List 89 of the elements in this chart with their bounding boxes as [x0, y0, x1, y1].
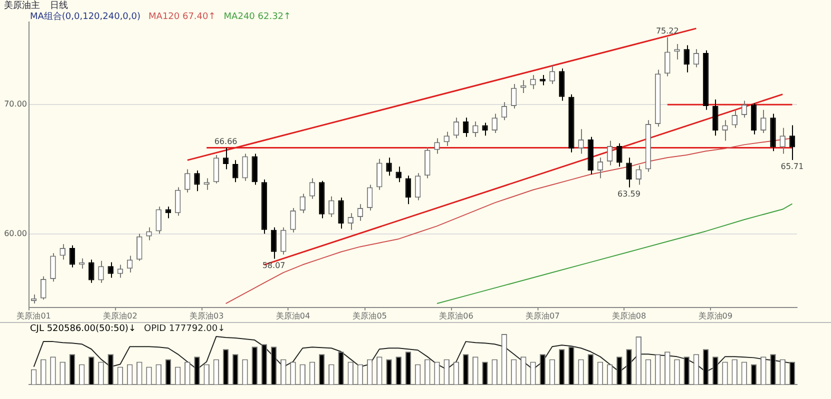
candlestick — [549, 65, 556, 84]
x-tick-label: 美原油03 — [190, 311, 224, 320]
candlestick — [280, 226, 286, 255]
candlestick — [174, 186, 181, 216]
y-tick-label: 70.00 — [4, 100, 27, 109]
candlestick — [213, 154, 220, 184]
legend-title: MA组合(0,0,120,240,0,0) — [30, 12, 141, 22]
annotation: 75.22 — [656, 26, 679, 36]
x-tick-label: 美原油08 — [612, 311, 646, 320]
candlestick — [558, 68, 565, 102]
candlestick — [242, 153, 248, 182]
annotation: 66.66 — [214, 136, 238, 146]
candlestick — [664, 36, 670, 77]
text: CJL 520586.00(50:50)↓ — [30, 324, 136, 334]
candlestick — [108, 262, 114, 278]
candlestick — [780, 127, 786, 154]
y-tick-label: 60.00 — [4, 228, 27, 238]
candlestick — [194, 170, 200, 192]
candlestick — [126, 255, 133, 274]
text: MA240 62.32↑ — [224, 12, 292, 22]
candlestick — [300, 193, 306, 214]
x-tick-label: 美原油02 — [103, 311, 138, 320]
candlestick — [530, 74, 536, 90]
candlestick — [290, 207, 296, 233]
candlestick — [760, 109, 766, 134]
candlestick — [712, 98, 718, 136]
candlestick — [616, 142, 622, 168]
candlestick — [78, 258, 85, 270]
candlestick — [98, 260, 104, 284]
candlestick — [338, 197, 344, 230]
annotation: 63.59 — [618, 190, 640, 199]
candlestick — [424, 146, 430, 179]
candlestick — [693, 48, 700, 68]
candlestick — [597, 157, 604, 179]
candlestick — [482, 122, 488, 136]
candlestick — [789, 124, 796, 161]
candlestick — [578, 128, 584, 154]
series-label: OPID 177792.00↓ — [144, 324, 226, 334]
candlestick — [453, 117, 460, 139]
candlestick — [732, 109, 738, 128]
candlestick — [492, 113, 498, 134]
x-tick-label: 美原油06 — [439, 311, 474, 320]
x-tick-label: 美原油07 — [526, 311, 560, 320]
x-tick-label: 美原油01 — [16, 311, 51, 320]
candlestick — [60, 244, 66, 260]
candlestick — [328, 196, 334, 218]
candlestick — [69, 244, 76, 268]
candlestick — [741, 100, 748, 118]
candlestick — [396, 166, 402, 183]
candlestick — [434, 138, 440, 154]
candlestick — [376, 158, 382, 190]
candlestick — [348, 212, 354, 230]
candlestick — [606, 140, 613, 166]
chart-subtitle: 日线 — [50, 1, 68, 11]
candlestick — [232, 160, 238, 183]
candlestick — [366, 184, 373, 212]
candlestick — [309, 178, 316, 200]
candlestick — [510, 83, 517, 110]
candlestick — [722, 120, 728, 142]
text: MA120 67.40↑ — [148, 12, 216, 22]
candlestick — [156, 206, 162, 234]
candlestick — [386, 157, 392, 176]
candlestick — [222, 147, 229, 170]
x-tick-label: 美原油09 — [698, 311, 732, 320]
candlestick — [357, 204, 364, 222]
candlestick — [472, 120, 478, 138]
x-tick-label: 美原油04 — [276, 311, 310, 320]
candlestick — [40, 276, 46, 300]
candlestick — [146, 226, 152, 241]
candlestick — [636, 164, 642, 186]
candlestick — [626, 157, 632, 188]
candlestick — [462, 117, 469, 138]
candlestick — [270, 226, 277, 260]
candlestick — [252, 153, 258, 186]
x-tick-label: 美原油05 — [352, 311, 387, 320]
candlestick — [501, 102, 508, 121]
candlestick — [50, 252, 56, 282]
annotation: 65.71 — [780, 162, 804, 172]
annotation: 58.07 — [262, 260, 286, 270]
candlestick — [405, 175, 412, 205]
candlestick — [750, 102, 757, 135]
candlestick — [684, 44, 690, 73]
candlestick — [136, 233, 142, 262]
candlestick — [444, 131, 450, 146]
candlestick — [88, 259, 94, 284]
chart-title: 美原油主 — [4, 1, 40, 11]
candlestick — [117, 264, 124, 278]
candlestick — [414, 172, 421, 201]
candlestick — [184, 168, 190, 193]
